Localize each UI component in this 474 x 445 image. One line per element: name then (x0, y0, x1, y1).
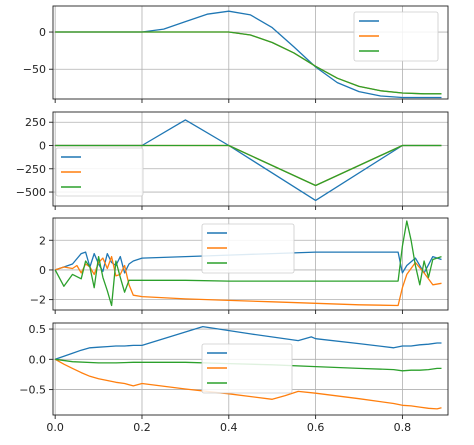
axes-frame (52, 322, 449, 416)
legend-frame (55, 147, 144, 197)
y-tick-label: 2 (39, 234, 46, 247)
chart-panel-4: 0.5 0.0 −0.5 0.0 0.2 0.4 0.6 0.8 (19, 322, 449, 434)
legend (201, 343, 293, 394)
legend (201, 223, 295, 274)
x-tick-label: 0.2 (133, 421, 151, 434)
series-line-1 (54, 325, 442, 360)
series-line-1 (55, 10, 442, 99)
y-tick-label: −500 (16, 186, 46, 199)
y-tick-label: 0 (39, 140, 46, 153)
y-tick-label: −50 (23, 63, 46, 76)
y-tick-label: −250 (16, 163, 46, 176)
x-tick-label: 0.4 (220, 421, 238, 434)
series-line-2 (54, 358, 442, 410)
axes-frame (52, 111, 449, 207)
chart-panel-2: 250 0 −250 −500 (16, 111, 449, 210)
y-tick-label: −0.5 (19, 384, 46, 397)
legend (353, 11, 439, 62)
x-tick-label: 0.0 (46, 421, 64, 434)
chart-panel-1: 0 −50 (23, 5, 449, 103)
legend-frame (353, 11, 439, 62)
legend-frame (201, 343, 293, 394)
legend (55, 147, 144, 197)
y-tick-label: 0 (39, 264, 46, 277)
series-line-3 (55, 31, 442, 95)
y-tick-label: 0.5 (29, 323, 47, 336)
x-tick-label: 0.6 (307, 421, 325, 434)
y-tick-label: −2 (30, 294, 46, 307)
x-tick-label: 0.8 (394, 421, 412, 434)
series-line-3 (54, 220, 442, 307)
axes-frame (52, 5, 449, 100)
y-tick-label: 0 (39, 26, 46, 39)
y-tick-label: 0.0 (29, 353, 47, 366)
series-line-3 (55, 144, 442, 187)
y-tick-label: 250 (25, 116, 46, 129)
series-line-1 (54, 251, 442, 274)
legend-frame (201, 223, 295, 274)
chart-panel-3: 2 0 −2 (30, 217, 449, 314)
axes-frame (52, 217, 449, 311)
